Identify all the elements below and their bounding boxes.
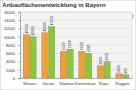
grid-line <box>20 28 132 29</box>
tick: 14000 <box>4 18 20 23</box>
tick: 4000 <box>6 59 20 64</box>
grid-line <box>20 53 132 54</box>
data-label: 10000 <box>31 26 35 36</box>
bar <box>23 35 29 78</box>
tick: Silomais <box>59 78 74 86</box>
data-label: 6000 <box>87 44 91 52</box>
data-label: 1000 <box>117 65 121 73</box>
data-label: 3000 <box>99 57 103 65</box>
tick: 0 <box>13 76 20 81</box>
bars <box>23 26 129 78</box>
grid-line <box>20 36 132 37</box>
grid-line <box>20 45 132 46</box>
bar <box>67 49 73 78</box>
tick: Roggen <box>115 78 129 86</box>
plot-frame <box>20 12 132 13</box>
bar <box>79 51 85 78</box>
tick: Gerste <box>42 78 55 86</box>
bar <box>104 62 110 79</box>
data-label: 10500 <box>25 24 29 34</box>
tick: Körnermais <box>75 78 95 86</box>
tick-label: Körnermais <box>75 81 95 86</box>
tick-label: Raps <box>99 81 108 86</box>
tick: 16000 <box>4 10 20 15</box>
tick-label: 16000 <box>4 10 16 15</box>
tick: 2000 <box>6 68 20 73</box>
grid-line <box>20 20 132 21</box>
axis-line <box>18 13 21 79</box>
data-label: 6500 <box>62 42 66 50</box>
bar <box>116 74 122 78</box>
bar <box>85 53 91 78</box>
grid-line <box>20 61 132 62</box>
tick: Weizen <box>23 78 36 86</box>
data-label: 12500 <box>50 16 54 26</box>
grid-line <box>20 78 132 79</box>
data-label: 11000 <box>43 22 47 32</box>
bar <box>42 33 48 78</box>
tick-label: 0 <box>13 76 16 81</box>
grid <box>20 12 132 78</box>
tick-mark <box>18 62 20 63</box>
grid-line <box>20 12 132 13</box>
tick-label: Weizen <box>23 81 36 86</box>
grid-line <box>20 69 132 70</box>
tick: 12000 <box>4 26 20 31</box>
axis-line <box>21 78 133 79</box>
tick-label: 10000 <box>4 35 16 40</box>
bar <box>48 26 54 78</box>
tick-mark <box>18 29 20 30</box>
tick: 8000 <box>6 43 20 48</box>
tick: 10000 <box>4 35 20 40</box>
tick-mark <box>18 70 20 71</box>
plot: 10500 11000 6500 6500 3000 1000 10000 12500 7000… <box>4 10 133 86</box>
plot-area <box>20 12 132 78</box>
tick-mark <box>18 53 20 54</box>
bar <box>97 66 103 78</box>
plot-frame <box>132 12 133 78</box>
tick-label: 6000 <box>6 51 16 56</box>
tick-mark <box>18 12 20 13</box>
tick-label: 2000 <box>6 68 16 73</box>
bar <box>122 75 128 78</box>
tick-label: 8000 <box>6 43 16 48</box>
data-label: 4000 <box>105 53 109 61</box>
chart: Anbauflächenentwicklung in BayernQuelle:… <box>0 0 136 90</box>
tick-label: Roggen <box>115 81 129 86</box>
data-label: 800 <box>124 68 128 74</box>
tick-label: Gerste <box>42 81 55 86</box>
x-axis: Weizen Gerste SilomaisKörnermais Raps Roggen <box>21 78 133 86</box>
tick: Raps <box>99 78 108 86</box>
tick-mark <box>18 45 20 46</box>
tick-label: Silomais <box>59 81 74 86</box>
tick-mark <box>18 37 20 38</box>
tick-label: 14000 <box>4 18 16 23</box>
tick-mark <box>18 20 20 21</box>
tick: 6000 <box>6 51 20 56</box>
title: Anbauflächenentwicklung in Bayern <box>2 2 106 8</box>
bar <box>30 37 36 78</box>
tick-label: 4000 <box>6 59 16 64</box>
bar <box>60 51 66 78</box>
data-labels: 10500 11000 6500 6500 3000 1000 10000 12500 7000… <box>25 16 128 74</box>
data-label: 6500 <box>80 42 84 50</box>
data-label: 7000 <box>68 40 72 48</box>
tick-label: 12000 <box>4 26 16 31</box>
background <box>0 0 136 90</box>
y-axis: 0 2000 4000 6000 8000 10000 12000 14000 16000 <box>4 10 21 81</box>
tick-mark <box>18 78 20 79</box>
